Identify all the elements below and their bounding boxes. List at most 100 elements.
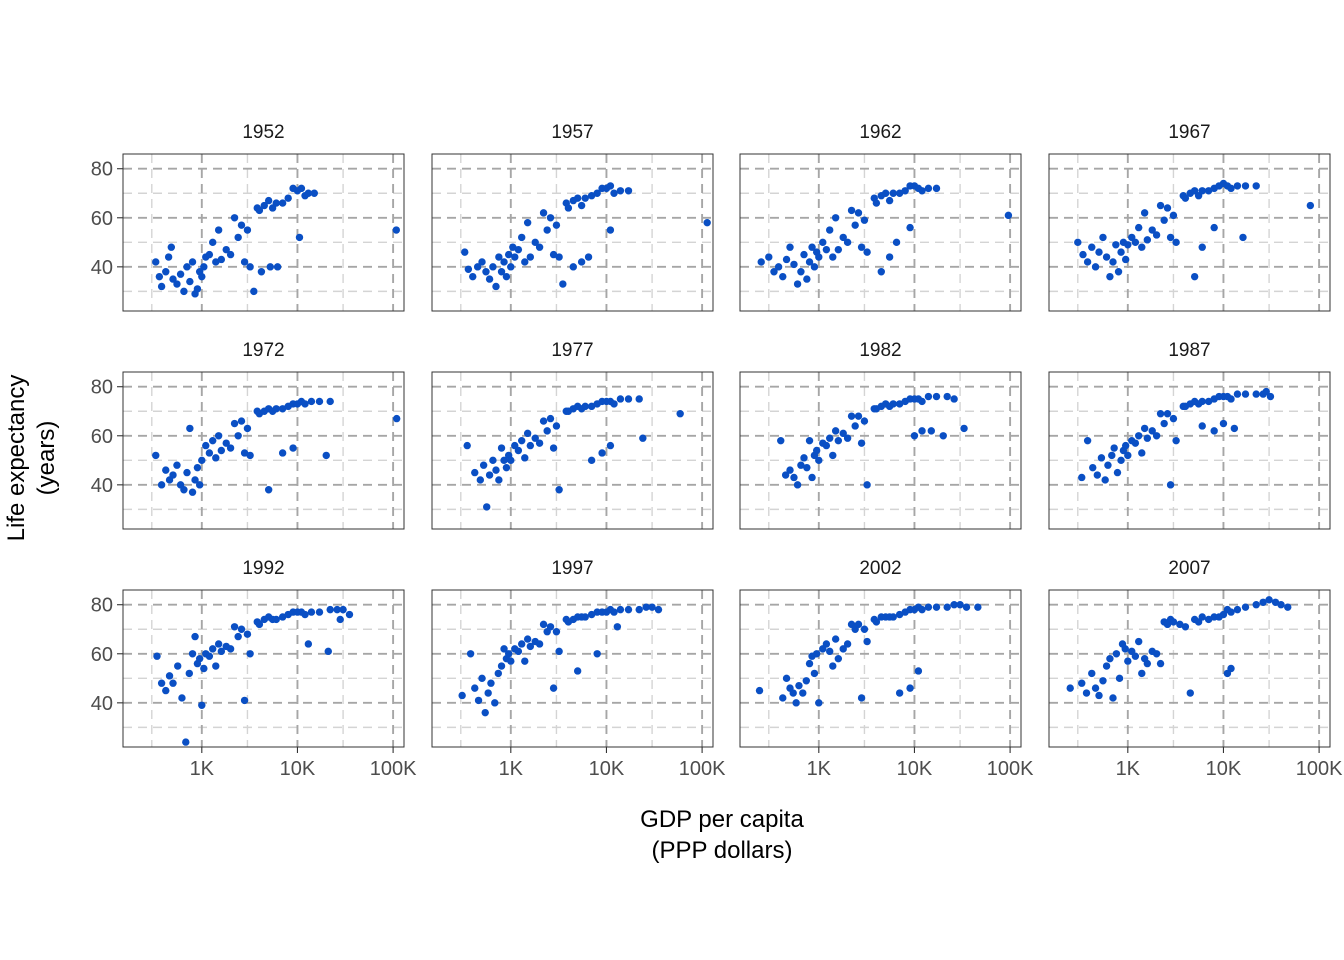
data-point bbox=[1124, 451, 1132, 460]
data-point bbox=[230, 419, 239, 428]
data-point bbox=[278, 449, 287, 457]
data-point bbox=[889, 400, 897, 408]
x-tick-label: 100K bbox=[1296, 758, 1343, 780]
strip-label-2007: 2007 bbox=[1168, 558, 1210, 579]
data-point bbox=[1223, 669, 1232, 678]
data-point bbox=[485, 471, 494, 479]
data-point bbox=[598, 449, 606, 457]
data-point bbox=[1172, 436, 1180, 445]
data-point bbox=[273, 263, 282, 271]
data-point bbox=[479, 461, 488, 469]
data-point bbox=[1088, 669, 1096, 678]
strip-label-1952: 1952 bbox=[242, 122, 284, 143]
panel-border bbox=[739, 371, 1022, 530]
data-point bbox=[1082, 689, 1091, 697]
data-point bbox=[593, 650, 601, 658]
data-point bbox=[240, 258, 249, 266]
data-point bbox=[1079, 250, 1087, 259]
data-point bbox=[289, 444, 297, 452]
data-point bbox=[797, 268, 805, 276]
data-point bbox=[1210, 223, 1218, 232]
data-point bbox=[212, 258, 220, 266]
data-point bbox=[795, 681, 803, 690]
data-point bbox=[1233, 182, 1242, 190]
data-point bbox=[815, 253, 823, 261]
data-point bbox=[1160, 419, 1168, 428]
data-point bbox=[1114, 268, 1123, 276]
data-point bbox=[278, 613, 287, 621]
data-point bbox=[162, 686, 170, 695]
panel-border bbox=[1048, 371, 1331, 530]
data-point bbox=[1112, 650, 1121, 658]
data-point bbox=[193, 463, 202, 472]
data-point bbox=[863, 481, 871, 489]
data-point bbox=[587, 456, 596, 465]
data-point bbox=[1181, 623, 1190, 631]
data-point bbox=[593, 189, 601, 197]
y-tick-label: 80 bbox=[91, 159, 113, 181]
data-point bbox=[648, 603, 656, 611]
data-point bbox=[1131, 238, 1140, 247]
data-point bbox=[577, 258, 586, 266]
data-point bbox=[1169, 414, 1178, 423]
data-point bbox=[779, 272, 787, 281]
data-point bbox=[198, 456, 206, 465]
data-point bbox=[1143, 434, 1152, 442]
panel-1972: 1972 40 60 80 bbox=[91, 340, 405, 530]
panel-1967: 1967 bbox=[1048, 122, 1331, 312]
data-point bbox=[1219, 610, 1228, 619]
data-point bbox=[857, 439, 866, 447]
data-point bbox=[854, 412, 863, 420]
panel-1957: 1957 bbox=[431, 122, 714, 312]
data-point bbox=[1143, 236, 1152, 244]
data-point bbox=[152, 258, 160, 266]
data-point bbox=[489, 263, 497, 271]
data-point bbox=[539, 620, 548, 629]
data-point bbox=[800, 454, 808, 462]
data-point bbox=[546, 623, 555, 631]
data-point bbox=[246, 650, 254, 658]
data-point bbox=[531, 434, 539, 442]
data-point bbox=[494, 669, 502, 678]
data-point bbox=[526, 253, 535, 261]
data-point bbox=[234, 432, 242, 440]
data-point bbox=[514, 446, 523, 455]
data-point bbox=[272, 615, 280, 624]
data-point bbox=[491, 699, 499, 707]
data-point bbox=[790, 473, 798, 482]
data-point bbox=[315, 608, 324, 616]
data-point bbox=[217, 446, 226, 455]
data-point bbox=[521, 454, 529, 462]
data-point bbox=[521, 657, 529, 665]
data-point bbox=[1115, 674, 1124, 683]
data-point bbox=[839, 429, 847, 438]
data-point bbox=[1135, 432, 1143, 440]
data-point bbox=[1140, 209, 1149, 217]
panel-2002: 2002 1K 10K 100K bbox=[739, 558, 1034, 780]
data-point bbox=[1106, 654, 1114, 663]
data-point bbox=[1124, 241, 1132, 249]
data-point bbox=[924, 603, 933, 611]
data-point bbox=[810, 263, 819, 271]
y-tick-label: 80 bbox=[91, 595, 113, 617]
data-point bbox=[458, 691, 466, 700]
data-point bbox=[483, 503, 491, 511]
data-point bbox=[214, 226, 223, 234]
data-point bbox=[1109, 694, 1117, 702]
data-point bbox=[205, 250, 214, 259]
data-point bbox=[877, 268, 885, 276]
data-point bbox=[217, 255, 226, 264]
data-point bbox=[191, 632, 199, 641]
data-point bbox=[466, 650, 475, 658]
data-point bbox=[230, 623, 239, 631]
data-point bbox=[507, 263, 515, 271]
data-point bbox=[1163, 204, 1172, 212]
data-point bbox=[755, 686, 764, 695]
data-point bbox=[481, 708, 489, 717]
data-point bbox=[797, 461, 805, 469]
data-point bbox=[183, 263, 191, 271]
data-point bbox=[860, 625, 869, 633]
data-point bbox=[315, 397, 324, 406]
data-point bbox=[779, 694, 787, 702]
data-point bbox=[1095, 248, 1103, 256]
